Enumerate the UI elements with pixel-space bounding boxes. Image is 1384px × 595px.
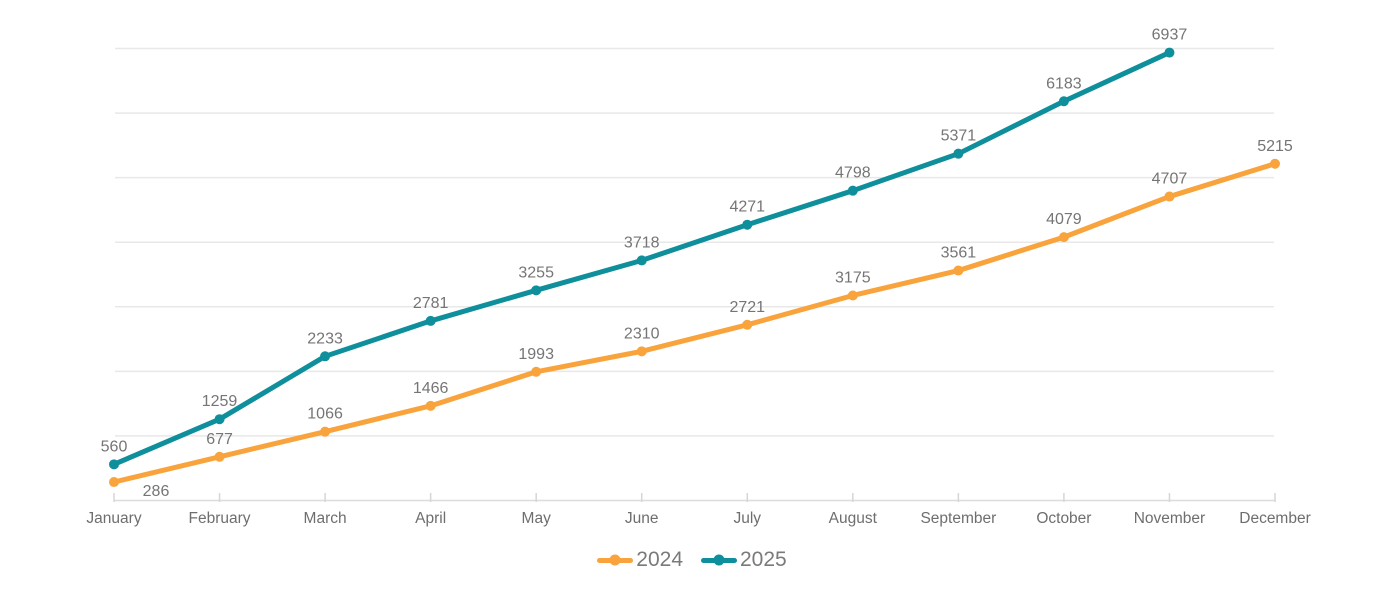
x-axis-label: February <box>189 510 251 527</box>
series-2025: 560 1259 2233 2781 3255 3718 4271 4798 5371 6183 6… <box>101 27 1188 470</box>
data-label: 286 <box>143 483 170 500</box>
x-axis: January February March April May June July Augu… <box>86 493 1311 527</box>
data-label: 560 <box>101 438 128 455</box>
x-axis-label: July <box>733 510 761 527</box>
legend-label: 2024 <box>636 548 683 571</box>
data-point[interactable] <box>109 477 119 488</box>
data-point[interactable] <box>531 366 542 377</box>
x-axis-label: April <box>415 510 446 527</box>
data-point[interactable] <box>109 459 119 470</box>
data-point[interactable] <box>1270 158 1280 169</box>
data-point[interactable] <box>1164 191 1175 202</box>
x-axis-label: March <box>304 510 347 527</box>
x-axis-label: November <box>1134 510 1206 527</box>
x-axis-label: September <box>920 510 996 527</box>
legend-item-2025[interactable]: 2025 <box>701 548 787 572</box>
data-point[interactable] <box>1164 47 1175 58</box>
x-axis-label: December <box>1239 510 1311 527</box>
data-label: 5371 <box>941 128 977 145</box>
legend-item-2024[interactable]: 2024 <box>597 548 683 572</box>
data-point[interactable] <box>742 319 753 330</box>
legend-line-marker-icon <box>701 554 737 566</box>
chart-legend: 2024 2025 <box>0 548 1384 572</box>
data-point[interactable] <box>214 451 225 462</box>
legend-label: 2025 <box>740 548 787 571</box>
data-point[interactable] <box>1058 96 1069 107</box>
data-point[interactable] <box>847 290 858 301</box>
legend-line-marker-icon <box>597 554 634 566</box>
data-point[interactable] <box>636 346 647 357</box>
data-label: 4079 <box>1046 211 1082 228</box>
data-label: 6937 <box>1152 27 1188 44</box>
x-axis-label: January <box>86 510 141 527</box>
legend-dot-icon <box>713 554 725 566</box>
x-axis-label: October <box>1036 510 1091 527</box>
data-label: 3255 <box>518 264 554 281</box>
data-label: 3561 <box>941 245 977 262</box>
data-label: 1259 <box>202 393 238 410</box>
data-label: 677 <box>206 431 233 448</box>
data-point[interactable] <box>320 426 331 437</box>
data-label: 2233 <box>307 330 343 347</box>
data-label: 2310 <box>624 325 660 342</box>
data-point[interactable] <box>742 219 753 230</box>
data-point[interactable] <box>636 255 647 266</box>
data-label: 6183 <box>1046 75 1082 92</box>
data-label: 4798 <box>835 165 871 182</box>
data-label: 3718 <box>624 234 660 251</box>
data-label: 3175 <box>835 269 871 286</box>
data-point[interactable] <box>953 265 964 276</box>
data-point[interactable] <box>847 185 858 196</box>
data-point[interactable] <box>531 285 542 296</box>
series-line <box>111 161 1278 485</box>
data-label: 1993 <box>518 346 554 363</box>
data-point[interactable] <box>1058 232 1069 243</box>
x-axis-label: August <box>829 510 878 527</box>
data-label: 2781 <box>413 295 449 312</box>
data-point[interactable] <box>320 351 331 362</box>
data-point[interactable] <box>425 315 436 326</box>
data-label: 2721 <box>729 299 765 316</box>
legend-dot-icon <box>609 554 621 566</box>
data-point[interactable] <box>953 148 964 159</box>
data-point[interactable] <box>425 400 436 411</box>
gridlines <box>115 47 1274 437</box>
x-axis-label: May <box>522 510 552 527</box>
data-label: 5215 <box>1257 138 1293 155</box>
x-axis-label: June <box>625 510 659 527</box>
data-label: 1466 <box>413 380 449 397</box>
data-label: 4271 <box>729 199 765 216</box>
data-label: 1066 <box>307 406 343 423</box>
data-point[interactable] <box>214 414 225 425</box>
series-2024: 286 677 1066 1466 1993 2310 2721 3175 3561 4079 47… <box>109 138 1293 500</box>
data-label: 4707 <box>1152 171 1188 188</box>
